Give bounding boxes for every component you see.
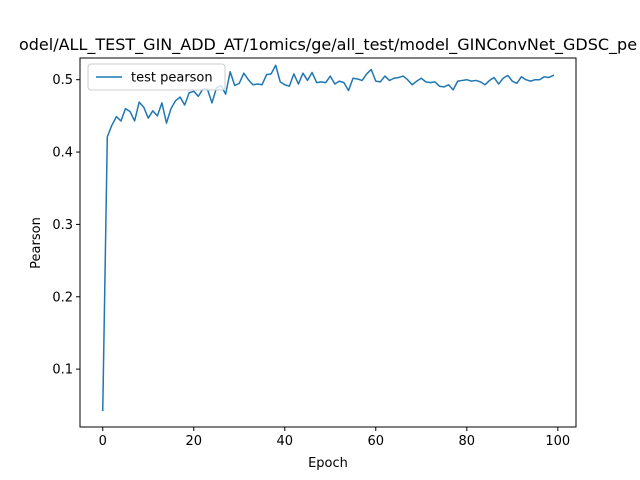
x-tick-label: 60 — [368, 434, 385, 449]
series-layer — [101, 64, 555, 412]
legend-box — [87, 63, 226, 91]
plot-frame — [79, 57, 577, 428]
y-tick-label: 0.4 — [52, 146, 73, 161]
x-tick-label: 100 — [545, 434, 570, 449]
x-tick-label: 0 — [99, 434, 107, 449]
plot-area — [80, 58, 576, 427]
y-tick-label: 0.1 — [52, 363, 73, 378]
legend: test pearson — [87, 63, 226, 91]
y-axis-ticks: 0.1 0.2 0.3 0.4 0.5 — [52, 73, 80, 378]
x-tick-label: 80 — [459, 434, 476, 449]
x-axis-label: Epoch — [308, 456, 348, 471]
y-tick-label: 0.5 — [52, 73, 73, 88]
x-tick-label: 20 — [185, 434, 202, 449]
x-axis-ticks: 0 20 40 60 80 100 — [99, 427, 570, 449]
y-tick-label: 0.3 — [52, 218, 73, 233]
y-axis-label: Pearson — [29, 217, 44, 269]
chart-title: odel/ALL_TEST_GIN_ADD_AT/1omics/ge/all_t… — [19, 35, 637, 55]
y-tick-label: 0.2 — [52, 290, 73, 305]
legend-entry-test-pearson: test pearson — [131, 71, 213, 86]
x-tick-label: 40 — [276, 434, 293, 449]
series-line-test-pearson — [101, 64, 555, 412]
